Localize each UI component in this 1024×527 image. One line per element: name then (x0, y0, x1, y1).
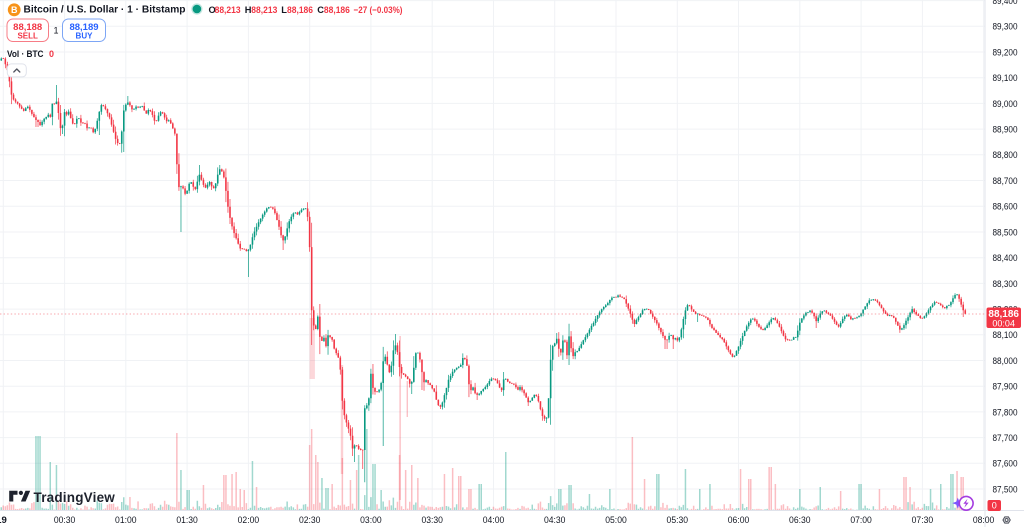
svg-text:88,100: 88,100 (993, 330, 1018, 341)
svg-text:06:30: 06:30 (789, 515, 811, 526)
svg-text:89,300: 89,300 (993, 22, 1018, 33)
svg-text:88,800: 88,800 (993, 150, 1018, 161)
svg-text:C: C (317, 5, 324, 15)
svg-text:O: O (209, 5, 216, 15)
svg-text:05:00: 05:00 (605, 515, 627, 526)
svg-text:88,213: 88,213 (215, 5, 241, 15)
svg-text:88,188: 88,188 (13, 22, 42, 33)
svg-text:07:30: 07:30 (912, 515, 934, 526)
svg-text:19: 19 (0, 515, 7, 526)
svg-text:02:30: 02:30 (299, 515, 321, 526)
svg-text:Vol · BTC: Vol · BTC (7, 49, 44, 59)
svg-text:88,186: 88,186 (988, 309, 1019, 320)
svg-text:88,600: 88,600 (993, 202, 1018, 213)
svg-text:89,100: 89,100 (993, 73, 1018, 84)
svg-text:00:30: 00:30 (54, 515, 76, 526)
svg-text:87,700: 87,700 (993, 433, 1018, 444)
svg-text:89,200: 89,200 (993, 47, 1018, 58)
svg-text:−27 (−0.03%): −27 (−0.03%) (354, 5, 403, 15)
svg-text:88,400: 88,400 (993, 253, 1018, 264)
svg-text:05:30: 05:30 (667, 515, 689, 526)
svg-text:88,900: 88,900 (993, 125, 1018, 136)
svg-text:88,189: 88,189 (69, 22, 98, 33)
svg-text:Bitcoin / U.S. Dollar · 1 · Bi: Bitcoin / U.S. Dollar · 1 · Bitstamp (24, 4, 186, 15)
svg-text:87,500: 87,500 (993, 484, 1018, 495)
svg-text:TradingView: TradingView (34, 490, 116, 505)
svg-text:08:00: 08:00 (973, 515, 995, 526)
svg-text:L: L (281, 5, 287, 15)
svg-text:01:00: 01:00 (115, 515, 137, 526)
svg-text:06:00: 06:00 (728, 515, 750, 526)
svg-text:89,000: 89,000 (993, 99, 1018, 110)
svg-text:01:30: 01:30 (176, 515, 198, 526)
svg-text:SELL: SELL (17, 32, 38, 41)
svg-text:88,186: 88,186 (324, 5, 350, 15)
svg-text:00:04: 00:04 (992, 318, 1015, 328)
svg-text:87,800: 87,800 (993, 407, 1018, 418)
svg-text:04:00: 04:00 (483, 515, 505, 526)
svg-text:BUY: BUY (76, 32, 94, 41)
svg-text:88,700: 88,700 (993, 176, 1018, 187)
svg-text:B: B (11, 5, 18, 15)
svg-text:89,400: 89,400 (993, 0, 1018, 7)
svg-text:88,186: 88,186 (287, 5, 313, 15)
svg-text:02:00: 02:00 (238, 515, 260, 526)
svg-text:03:00: 03:00 (360, 515, 382, 526)
svg-text:03:30: 03:30 (421, 515, 443, 526)
svg-text:88,300: 88,300 (993, 279, 1018, 290)
svg-text:88,000: 88,000 (993, 356, 1018, 367)
svg-text:07:00: 07:00 (850, 515, 872, 526)
svg-text:87,600: 87,600 (993, 459, 1018, 470)
svg-text:1: 1 (53, 26, 58, 36)
svg-text:87,900: 87,900 (993, 382, 1018, 393)
svg-text:88,213: 88,213 (251, 5, 277, 15)
svg-text:88,500: 88,500 (993, 227, 1018, 238)
svg-text:04:30: 04:30 (544, 515, 566, 526)
svg-text:0: 0 (49, 49, 54, 59)
svg-text:0: 0 (992, 501, 997, 511)
svg-text:H: H (245, 5, 252, 15)
